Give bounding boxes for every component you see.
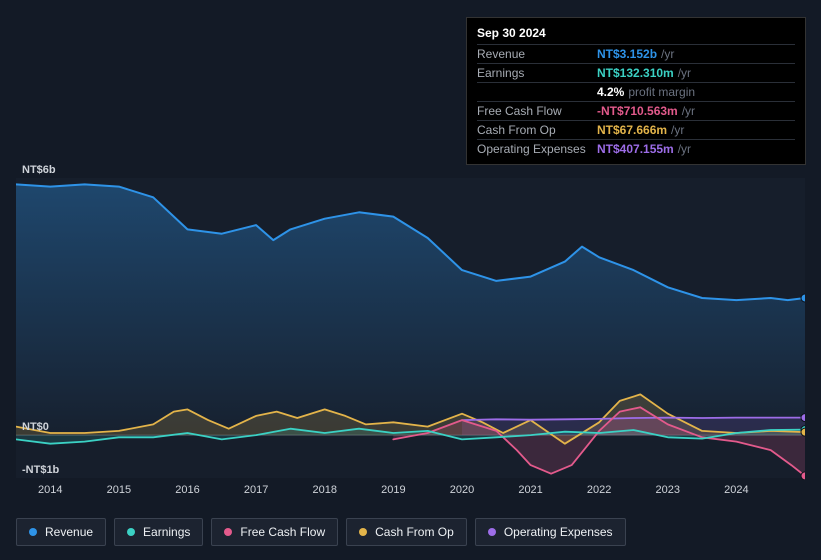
x-axis-tick: 2017	[244, 484, 268, 496]
x-axis-ticks: 2014 2015 2016 2017 2018 2019 2020 2021 2022 2023…	[16, 484, 805, 500]
legend-dot-icon	[29, 528, 37, 536]
tooltip-row-unit: /yr	[678, 66, 691, 80]
tooltip-row-key: Earnings	[477, 66, 597, 80]
legend-item-revenue[interactable]: Revenue	[16, 518, 106, 546]
y-axis-label: -NT$1b	[22, 464, 59, 476]
tooltip-row-value: NT$407.155m	[597, 142, 674, 156]
tooltip-rows: RevenueNT$3.152b /yrEarningsNT$132.310m …	[477, 44, 795, 158]
x-axis-tick: 2022	[587, 484, 611, 496]
tooltip-row-key: Revenue	[477, 47, 597, 61]
legend-item-operating-expenses[interactable]: Operating Expenses	[475, 518, 626, 546]
tooltip-subrow: 4.2% profit margin	[477, 82, 795, 101]
legend-dot-icon	[127, 528, 135, 536]
tooltip-sub-unit: profit margin	[628, 85, 695, 99]
tooltip-row: RevenueNT$3.152b /yr	[477, 44, 795, 63]
legend: Revenue Earnings Free Cash Flow Cash From O…	[16, 518, 626, 546]
legend-label: Operating Expenses	[504, 525, 613, 539]
tooltip-row-key: Cash From Op	[477, 123, 597, 137]
legend-dot-icon	[488, 528, 496, 536]
legend-label: Earnings	[143, 525, 190, 539]
tooltip-row-value: NT$132.310m	[597, 66, 674, 80]
legend-dot-icon	[359, 528, 367, 536]
tooltip-row-unit: /yr	[661, 47, 674, 61]
chart-area: NT$6b NT$0 -NT$1b	[16, 160, 805, 480]
x-axis-tick: 2016	[175, 484, 199, 496]
tooltip-row: Free Cash Flow-NT$710.563m /yr	[477, 101, 795, 120]
legend-dot-icon	[224, 528, 232, 536]
y-axis-label: NT$0	[22, 421, 49, 433]
tooltip-row-unit: /yr	[671, 123, 684, 137]
tooltip-row: Cash From OpNT$67.666m /yr	[477, 120, 795, 139]
x-axis-tick: 2015	[107, 484, 131, 496]
tooltip-row-value: NT$67.666m	[597, 123, 667, 137]
tooltip-row-value: -NT$710.563m	[597, 104, 678, 118]
legend-label: Cash From Op	[375, 525, 454, 539]
legend-label: Revenue	[45, 525, 93, 539]
tooltip-row-unit: /yr	[678, 142, 691, 156]
legend-item-free-cash-flow[interactable]: Free Cash Flow	[211, 518, 338, 546]
y-axis-label: NT$6b	[22, 164, 56, 176]
legend-item-cash-from-op[interactable]: Cash From Op	[346, 518, 467, 546]
tooltip-row: EarningsNT$132.310m /yr	[477, 63, 795, 82]
tooltip-card: Sep 30 2024 RevenueNT$3.152b /yrEarnings…	[466, 17, 806, 165]
legend-label: Free Cash Flow	[240, 525, 325, 539]
x-axis-tick: 2023	[656, 484, 680, 496]
tooltip-row-value: NT$3.152b	[597, 47, 657, 61]
x-axis-tick: 2020	[450, 484, 474, 496]
x-axis-tick: 2024	[724, 484, 748, 496]
legend-item-earnings[interactable]: Earnings	[114, 518, 203, 546]
tooltip-sub-value: 4.2%	[597, 85, 624, 99]
chart-svg	[16, 160, 805, 480]
x-axis-tick: 2014	[38, 484, 62, 496]
tooltip-row-unit: /yr	[682, 104, 695, 118]
tooltip-row-key: Operating Expenses	[477, 142, 597, 156]
tooltip-row-key: Free Cash Flow	[477, 104, 597, 118]
x-axis-tick: 2019	[381, 484, 405, 496]
tooltip-row: Operating ExpensesNT$407.155m /yr	[477, 139, 795, 158]
tooltip-date: Sep 30 2024	[477, 24, 795, 44]
x-axis-tick: 2018	[312, 484, 336, 496]
root: Sep 30 2024 RevenueNT$3.152b /yrEarnings…	[0, 0, 821, 560]
x-axis-tick: 2021	[518, 484, 542, 496]
